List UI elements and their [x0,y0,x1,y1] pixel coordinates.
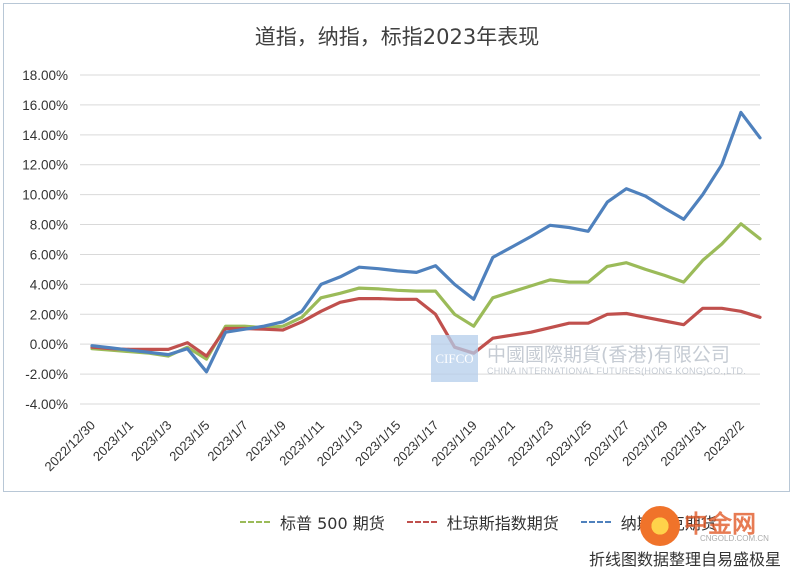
x-tick-label: 2023/1/1 [90,418,136,464]
chart-frame [3,3,790,492]
y-tick-label: 6.00% [30,247,68,262]
x-axis-ticks: 2022/12/302023/1/12023/1/32023/1/52023/1… [41,418,747,475]
y-tick-label: -2.00% [25,367,68,382]
legend-item-dow: 杜琼斯指数期货 [406,510,559,534]
source-note: 折线图数据整理自易盛极星 [588,550,781,569]
line-chart: 道指，纳指，标指2023年表现 -4.00% -2.00% 0.00% 2.00% 4.… [22,25,762,475]
y-tick-label: -4.00% [25,397,68,412]
watermark-company-cn: 中國國際期貨(香港)有限公司 [487,344,730,366]
y-tick-label: 12.00% [22,158,68,173]
legend-swatch-sp500 [240,521,270,523]
chart-title: 道指，纳指，标指2023年表现 [255,25,539,49]
y-axis-ticks: -4.00% -2.00% 0.00% 2.00% 4.00% 6.00% 8.00% 10.… [22,68,68,412]
x-tick-label: 2023/2/2 [701,418,747,464]
legend-swatch-nasdaq [580,521,611,523]
watermark-logo-box: CIFCO [431,335,478,382]
y-tick-label: 18.00% [22,68,68,83]
gridlines [80,74,760,405]
series-line-dow [90,297,762,358]
cngold-logo-icon [640,506,680,546]
legend-label-sp500: 标普 500 期货 [280,514,385,533]
cngold-logo-text: 中金网 [684,510,756,538]
y-tick-label: 0.00% [30,337,68,352]
y-tick-label: 2.00% [30,307,68,322]
x-tick-label: 2023/1/3 [128,418,174,464]
y-tick-label: 8.00% [30,218,68,233]
series-line-nasdaq [90,110,762,374]
x-tick-label: 2022/12/30 [41,418,98,475]
y-tick-label: 10.00% [22,188,68,203]
y-tick-label: 14.00% [22,128,68,143]
x-tick-label: 2023/1/5 [166,418,212,464]
legend-swatch-dow [406,521,437,523]
cngold-logo-subtext: CNGOLD.COM.CN [700,534,769,543]
legend-label-dow: 杜琼斯指数期货 [446,514,559,533]
watermark-company-en: CHINA INTERNATIONAL FUTURES(HONG KONG)CO… [487,366,747,376]
y-tick-label: 4.00% [30,277,68,292]
legend-item-sp500: 标普 500 期货 [240,510,385,534]
y-tick-label: 16.00% [22,98,68,113]
series-line-sp500 [90,222,762,361]
series-lines [90,110,762,374]
x-tick-label: 2023/1/7 [204,418,250,464]
